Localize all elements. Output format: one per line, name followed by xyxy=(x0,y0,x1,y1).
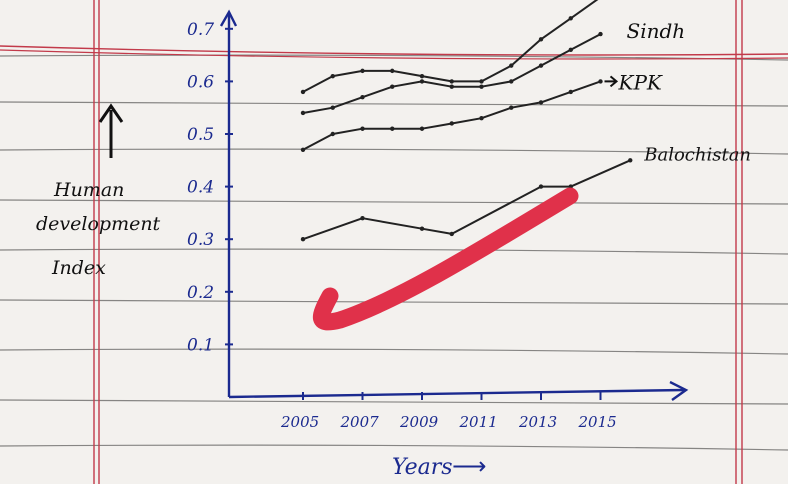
data-point-sindh xyxy=(568,47,573,53)
data-point-balochistan xyxy=(419,226,425,231)
margin-line-red xyxy=(0,45,788,56)
data-point-sindh xyxy=(419,79,425,84)
kpk-label-arrow xyxy=(604,75,619,88)
y-tick-label: 0.7 xyxy=(187,20,214,40)
data-point-sindh xyxy=(390,84,395,89)
data-point-punjab xyxy=(330,73,335,79)
ruled-line xyxy=(0,348,788,355)
y-tick-label: 0.2 xyxy=(187,283,214,303)
data-point-kpk xyxy=(390,126,395,131)
x-axis xyxy=(228,388,685,399)
ruled-line xyxy=(0,54,788,61)
data-point-kpk xyxy=(300,147,306,152)
data-point-kpk xyxy=(479,116,484,121)
data-point-kpk xyxy=(509,105,514,110)
ruled-line xyxy=(0,101,788,107)
data-point-balochistan xyxy=(449,231,454,237)
x-tick-label: 2011 xyxy=(459,413,498,431)
data-point-punjab xyxy=(449,79,454,84)
data-point-sindh xyxy=(538,63,544,68)
ruled-line xyxy=(0,148,788,155)
data-point-balochistan xyxy=(538,184,544,189)
data-point-punjab xyxy=(390,68,395,74)
x-tick-label: 2015 xyxy=(578,413,617,431)
data-point-balochistan xyxy=(628,158,633,163)
y-axis-label-line-1: Human xyxy=(53,179,124,201)
axis-labels: Years ⟶ Human development Index xyxy=(36,103,486,480)
series-label-kpk: KPK xyxy=(618,70,663,94)
data-series: PunjabSindhKPKBalochistan xyxy=(300,0,751,242)
data-point-punjab xyxy=(300,89,306,95)
data-point-punjab xyxy=(419,73,425,79)
series-line-punjab xyxy=(302,0,599,93)
y-axis-label-line-2: development xyxy=(36,213,161,235)
data-point-balochistan xyxy=(300,237,306,242)
ruled-line xyxy=(0,399,788,405)
chart-axes xyxy=(219,9,689,401)
data-point-sindh xyxy=(598,31,603,37)
ruled-line xyxy=(0,248,788,255)
data-point-sindh xyxy=(360,94,365,100)
x-axis-arrow: ⟶ xyxy=(452,452,486,480)
y-axis-label-line-3: Index xyxy=(51,257,106,279)
data-point-punjab xyxy=(538,37,544,42)
tick-labels: 0.10.20.30.40.50.60.70.82005200720092011… xyxy=(187,20,617,431)
data-point-kpk xyxy=(538,100,544,105)
x-tick-label: 2005 xyxy=(280,413,319,431)
y-tick-label: 0.5 xyxy=(187,125,214,145)
x-axis-arrowhead xyxy=(669,380,689,401)
data-point-sindh xyxy=(330,105,335,110)
y-tick-label: 0.1 xyxy=(187,335,214,355)
y-tick-label: 0.6 xyxy=(187,72,214,92)
series-label-sindh: Sindh xyxy=(627,19,686,43)
x-tick-label: 2007 xyxy=(340,413,380,431)
x-axis-label: Years xyxy=(392,455,453,480)
data-point-sindh xyxy=(449,84,454,89)
data-point-kpk xyxy=(360,126,365,131)
data-point-kpk xyxy=(419,126,425,131)
data-point-sindh xyxy=(509,79,514,84)
data-point-punjab xyxy=(568,16,573,21)
data-point-kpk xyxy=(449,121,454,126)
data-point-sindh xyxy=(300,110,306,116)
data-point-punjab xyxy=(360,68,365,74)
data-point-sindh xyxy=(479,84,484,89)
y-tick-label: 0.3 xyxy=(187,230,214,250)
ruled-line xyxy=(0,199,788,205)
x-tick-label: 2009 xyxy=(399,413,439,431)
data-point-punjab xyxy=(509,63,514,68)
x-tick-label: 2013 xyxy=(518,413,557,431)
data-point-punjab xyxy=(479,79,484,84)
data-point-kpk xyxy=(568,89,573,95)
margin-line-red xyxy=(0,49,788,60)
series-line-balochistan xyxy=(302,159,631,241)
series-label-balochistan: Balochistan xyxy=(643,144,751,165)
data-point-kpk xyxy=(330,131,335,137)
data-point-balochistan xyxy=(360,215,365,221)
ruled-line xyxy=(0,444,788,451)
y-tick-label: 0.4 xyxy=(187,178,214,198)
series-line-kpk xyxy=(302,80,601,151)
check-mark xyxy=(313,187,579,331)
data-point-kpk xyxy=(598,79,603,84)
y-label-up-arrow xyxy=(98,103,124,158)
y-axis-arrowhead xyxy=(219,9,238,27)
